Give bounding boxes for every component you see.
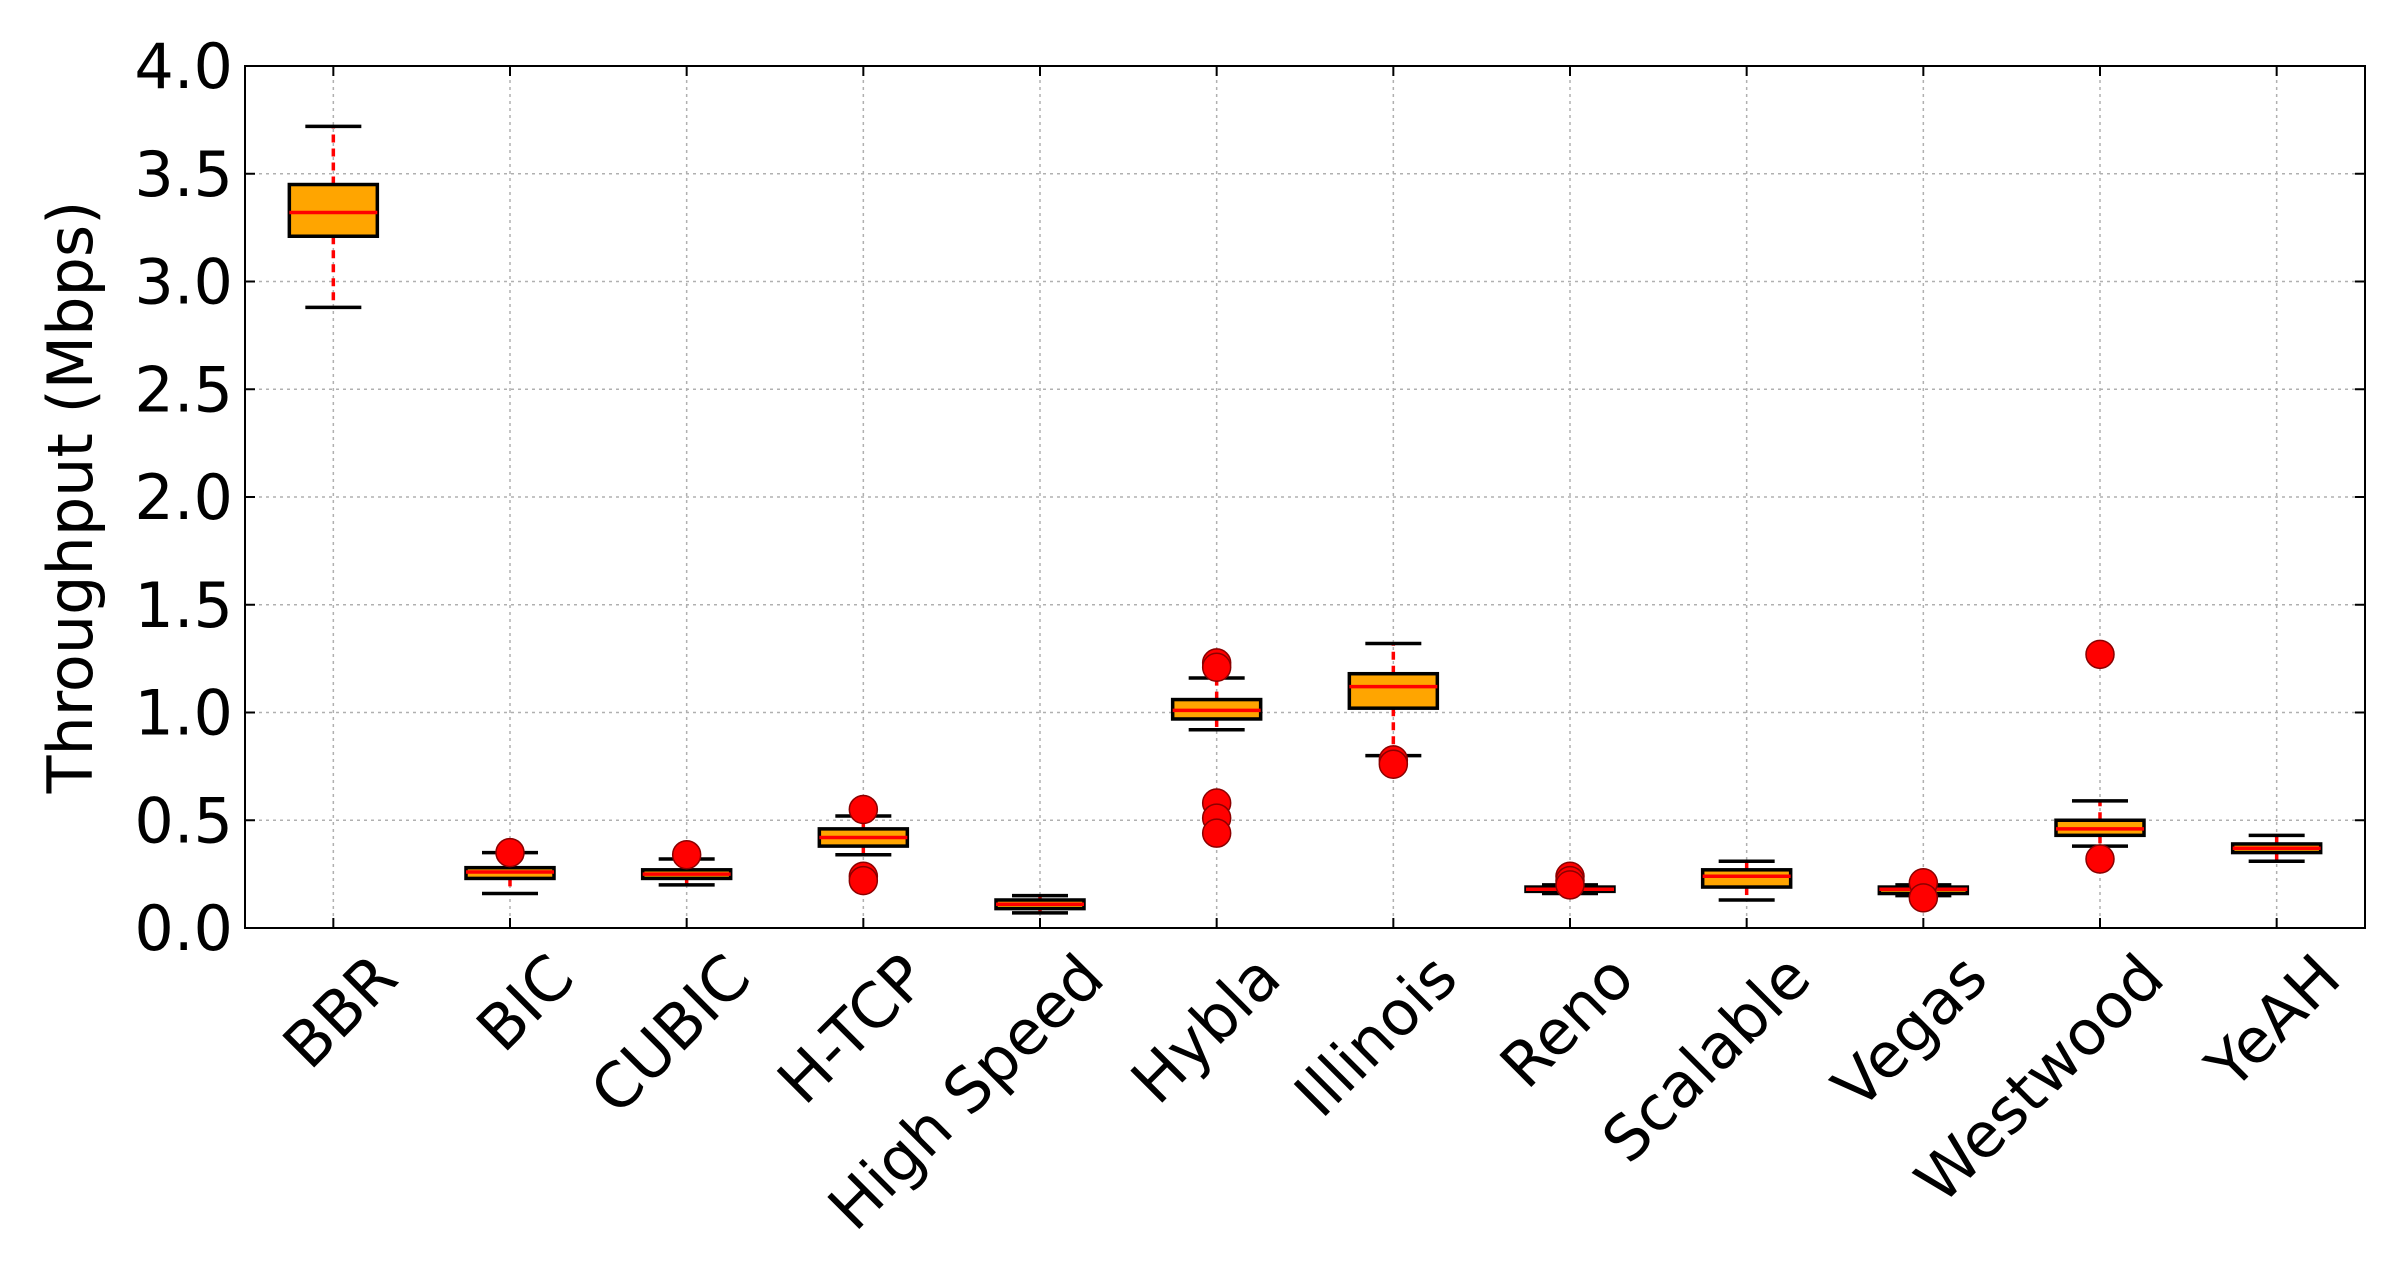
box-westwood: [2054, 799, 2146, 848]
x-tick-label: YeAH: [2191, 940, 2354, 1103]
x-tick-label: Reno: [1486, 940, 1648, 1102]
y-tick-label: 4.0: [134, 30, 233, 103]
flier-layer: [495, 639, 2115, 913]
box-bbr: [287, 124, 380, 310]
y-tick-label: 0.5: [134, 784, 233, 857]
y-tick-label: 2.5: [134, 353, 233, 426]
box-scalable: [1700, 859, 1793, 902]
outlier-point: [671, 839, 702, 870]
y-axis-label: Throughput (Mbps): [34, 201, 107, 795]
x-tick-label: BIC: [462, 940, 587, 1065]
outlier-point: [2085, 639, 2115, 670]
box-layer: [287, 124, 2323, 915]
outlier-point: [1908, 883, 1939, 913]
box-bic: [464, 850, 556, 896]
outlier-point: [848, 794, 879, 825]
y-tick-label: 1.5: [134, 569, 233, 642]
outlier-point: [2085, 844, 2115, 874]
y-tick-label: 1.0: [134, 677, 233, 750]
y-tick-label: 2.0: [134, 461, 233, 534]
box-body: [1700, 868, 1793, 889]
x-tick-label: BBR: [269, 940, 411, 1082]
outlier-point: [1555, 870, 1585, 900]
outlier-point: [495, 837, 525, 868]
y-tick-label: 0.0: [134, 892, 233, 965]
box-body: [1347, 671, 1440, 710]
outlier-point: [1201, 652, 1232, 682]
y-axis-ticks: 0.0 0.5 1.0 1.5 2.0 2.5 3.0 3.5 4.0: [134, 30, 2365, 965]
box-h-tcp: [817, 814, 910, 857]
outlier-point: [1201, 818, 1232, 848]
box-illinois: [1347, 641, 1440, 758]
x-tick-label: CUBIC: [576, 940, 764, 1128]
outlier-point: [848, 865, 879, 896]
box-hybla: [1170, 676, 1263, 732]
y-tick-label: 3.5: [134, 138, 233, 211]
box-high-speed: [994, 893, 1086, 915]
outlier-point: [1378, 749, 1409, 779]
y-tick-label: 3.0: [134, 246, 233, 319]
x-tick-label: Illinois: [1280, 940, 1471, 1131]
box-yeah: [2230, 833, 2323, 863]
x-tick-label: Hybla: [1117, 940, 1294, 1117]
box-body: [287, 182, 380, 238]
grid-layer: [245, 65, 2365, 929]
